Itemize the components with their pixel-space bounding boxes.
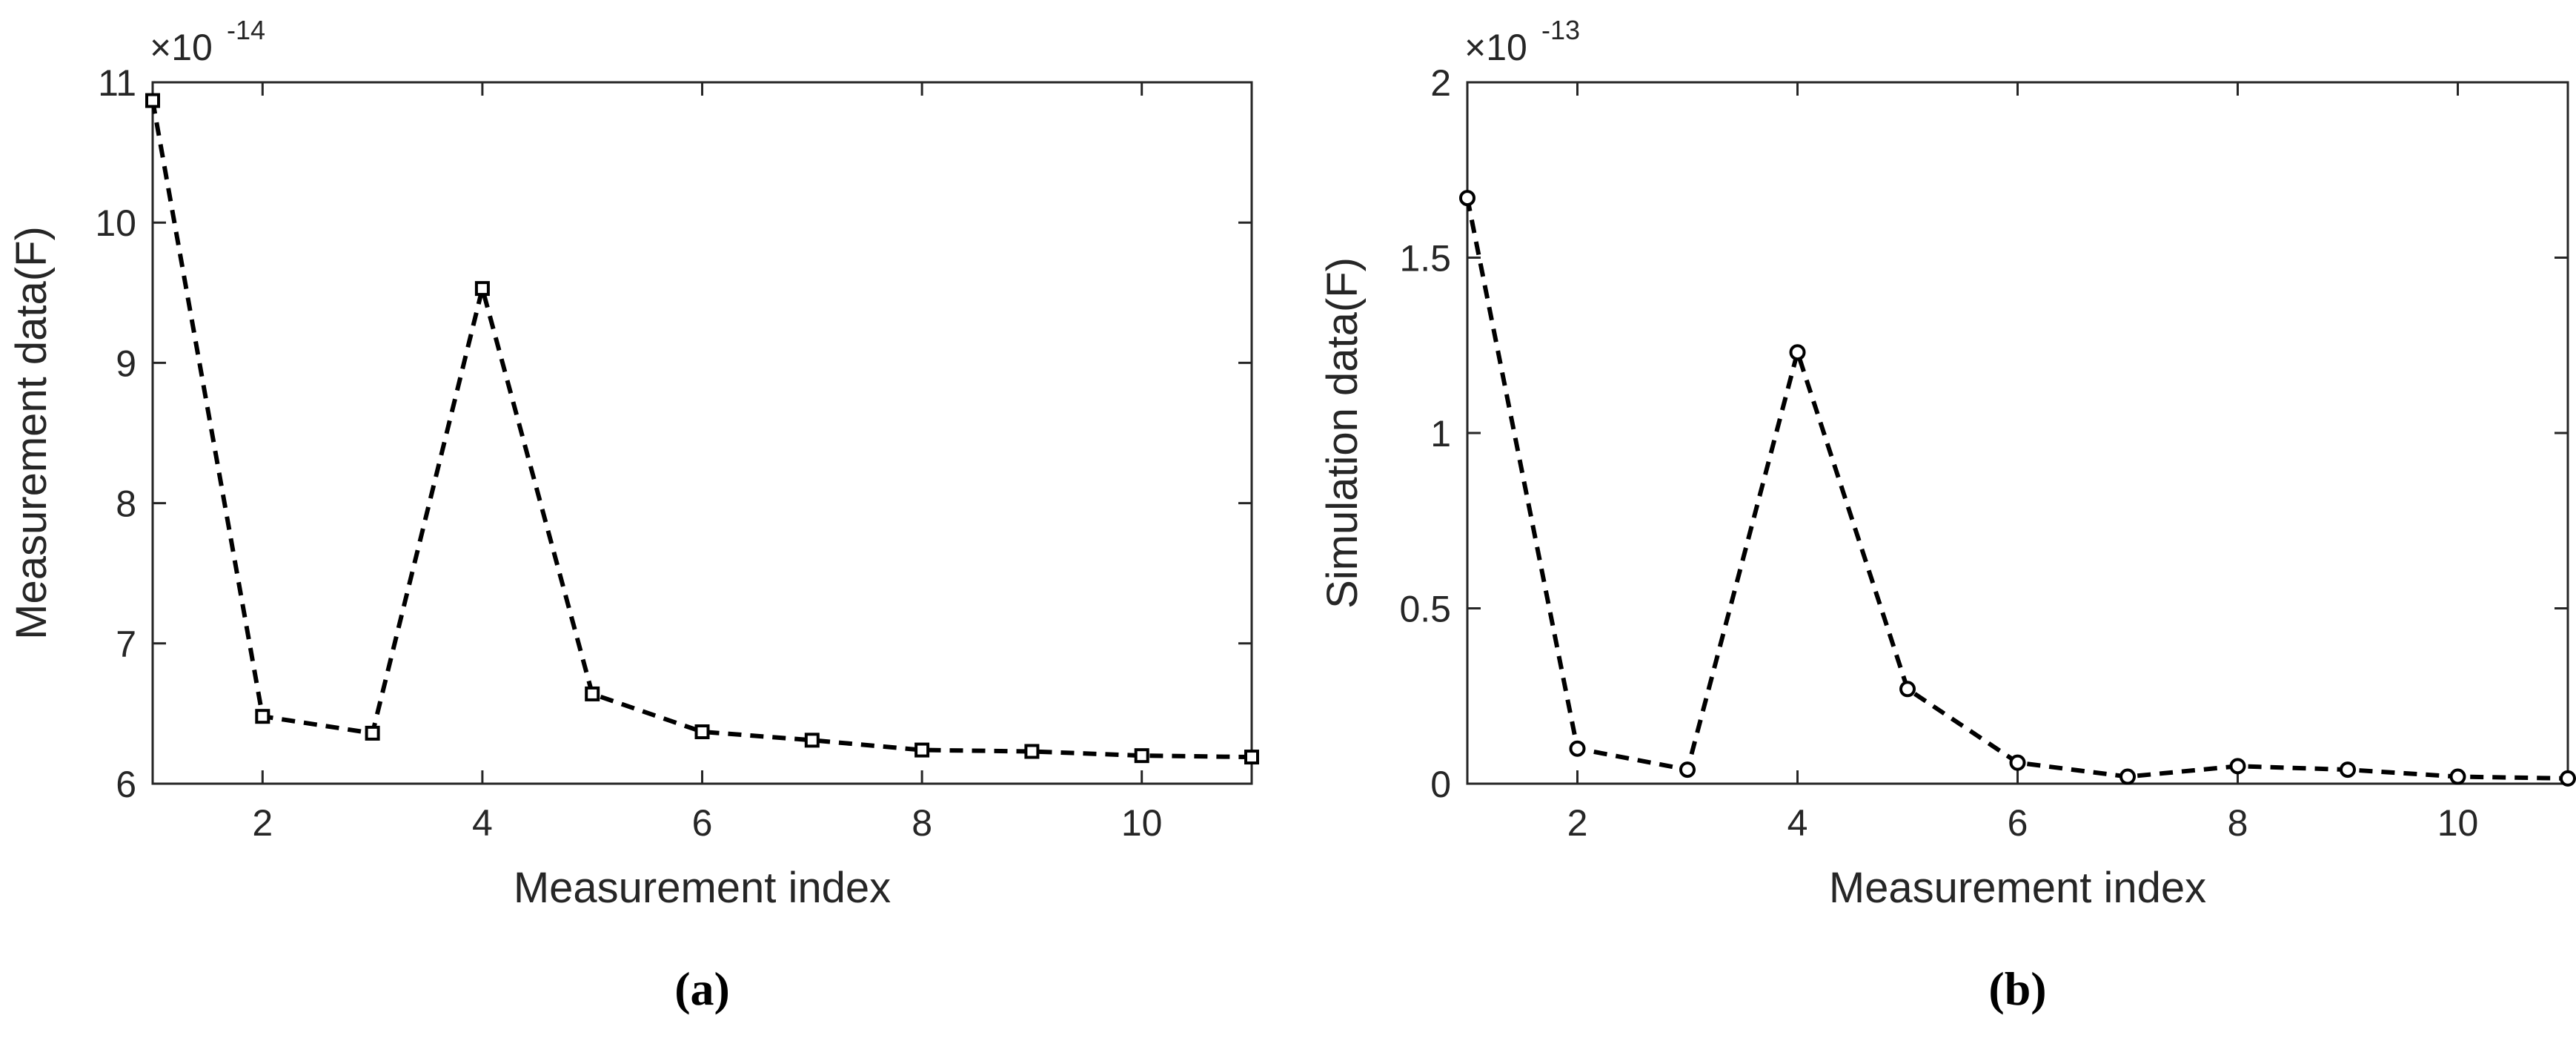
y-scale-exponent: -13	[1541, 15, 1580, 45]
marker	[2009, 754, 2026, 771]
marker	[2229, 758, 2246, 775]
y-tick-label: 1.5	[1399, 238, 1451, 280]
y-tick-label: 7	[116, 624, 136, 665]
marker	[1134, 748, 1149, 764]
x-tick-label: 2	[1567, 802, 1588, 844]
x-tick-label: 8	[912, 802, 932, 844]
x-axis-label: Measurement index	[514, 864, 891, 912]
marker	[1899, 681, 1916, 698]
y-tick-label: 1	[1430, 413, 1451, 454]
marker	[2119, 768, 2136, 785]
marker	[804, 733, 820, 748]
marker	[694, 724, 710, 739]
marker	[255, 709, 270, 724]
y-tick-label: 0.5	[1399, 589, 1451, 630]
caption: (b)	[1988, 962, 2046, 1015]
axes-box	[1466, 81, 2569, 785]
marker	[1569, 740, 1586, 757]
marker	[1679, 761, 1696, 778]
marker	[145, 93, 160, 108]
data-line	[150, 100, 1252, 760]
y-tick-label: 11	[98, 62, 136, 104]
data-line	[1465, 197, 2569, 781]
y-axis-label: Measurement data(F)	[7, 226, 56, 640]
y-tick-label: 10	[95, 202, 136, 244]
x-tick-label: 2	[252, 802, 273, 844]
x-tick-label: 4	[1787, 802, 1808, 844]
marker	[2560, 770, 2576, 787]
x-tick-label: 8	[2228, 802, 2248, 844]
y-tick-label: 2	[1430, 62, 1451, 104]
marker	[1459, 190, 1475, 207]
x-tick-label: 6	[2008, 802, 2028, 844]
x-axis-label: Measurement index	[1829, 864, 2206, 912]
x-tick-label: 10	[2437, 802, 2479, 844]
y-scale-base: ×10	[1464, 27, 1527, 68]
x-tick-label: 6	[692, 802, 713, 844]
caption: (a)	[674, 962, 730, 1015]
axes-box	[151, 81, 1253, 785]
marker	[474, 281, 490, 297]
y-axis-label: Simulation data(F)	[1318, 257, 1367, 609]
y-tick-label: 6	[116, 764, 136, 805]
marker	[914, 742, 930, 758]
x-tick-label: 10	[1121, 802, 1163, 844]
y-tick-label: 0	[1430, 764, 1451, 805]
marker	[1024, 744, 1040, 759]
marker	[1789, 344, 1806, 361]
x-tick-label: 4	[472, 802, 493, 844]
marker	[1244, 750, 1259, 765]
y-scale-exponent: -14	[227, 15, 265, 45]
marker	[2340, 761, 2356, 778]
y-tick-label: 8	[116, 483, 136, 525]
marker	[585, 686, 600, 701]
y-scale-base: ×10	[150, 27, 213, 68]
y-tick-label: 9	[116, 343, 136, 384]
marker	[365, 725, 380, 741]
marker	[2449, 768, 2466, 785]
